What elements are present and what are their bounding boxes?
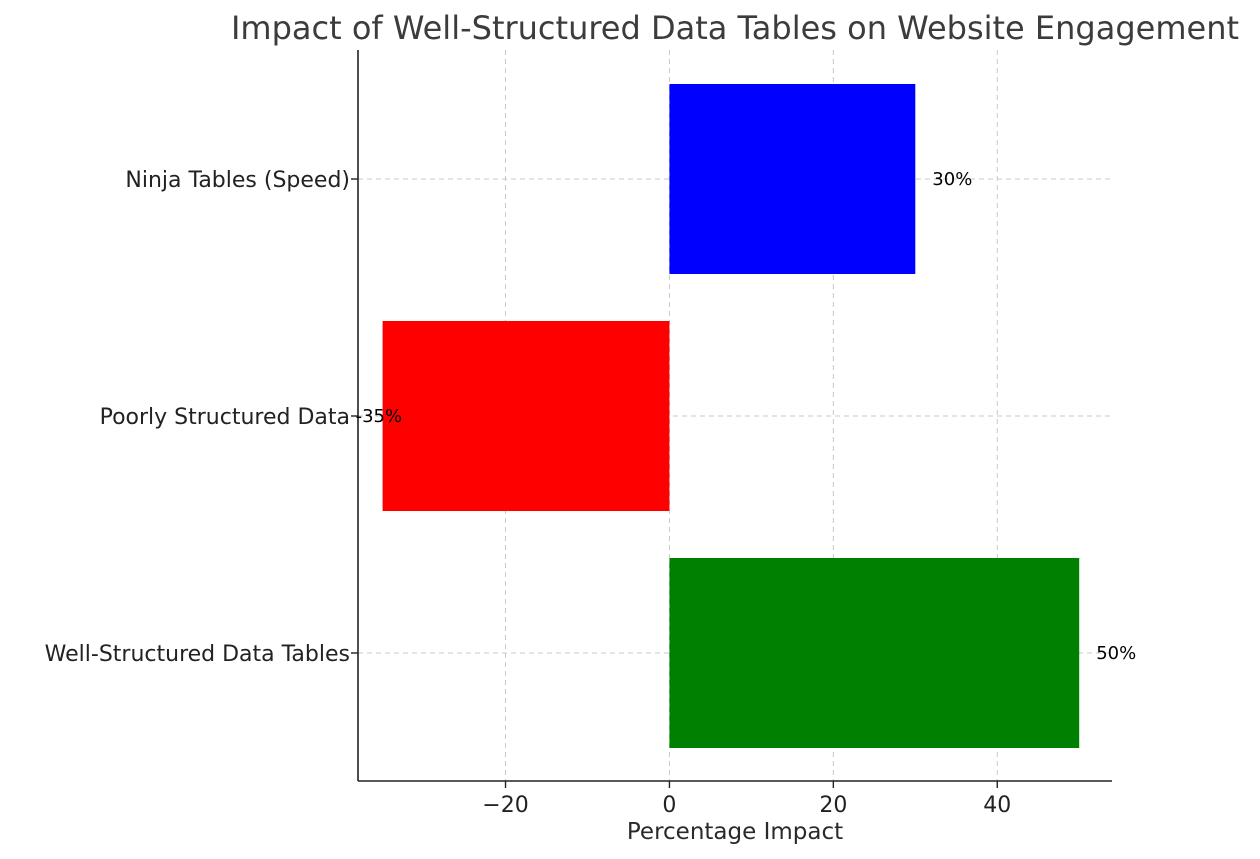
value-label: 30%	[932, 169, 972, 190]
bar	[382, 321, 670, 511]
chart-title: Impact of Well-Structured Data Tables on…	[231, 9, 1239, 47]
x-tick-label: 40	[983, 793, 1011, 818]
category-label: Poorly Structured Data	[100, 405, 350, 430]
bar	[669, 84, 916, 274]
category-label: Ninja Tables (Speed)	[125, 168, 350, 193]
axes	[351, 50, 1112, 788]
category-label: Well-Structured Data Tables	[45, 642, 350, 667]
x-tick-label: 0	[662, 793, 676, 818]
x-axis-label: Percentage Impact	[627, 819, 843, 845]
value-label: -35%	[356, 406, 403, 427]
bar	[669, 558, 1080, 748]
bars	[382, 84, 1080, 748]
labels: −20 0 20 40 Well-Structured Data Tables 50% Po…	[45, 168, 1137, 818]
value-label: 50%	[1096, 643, 1136, 664]
x-tick-label: 20	[819, 793, 847, 818]
x-tick-label: −20	[482, 793, 528, 818]
